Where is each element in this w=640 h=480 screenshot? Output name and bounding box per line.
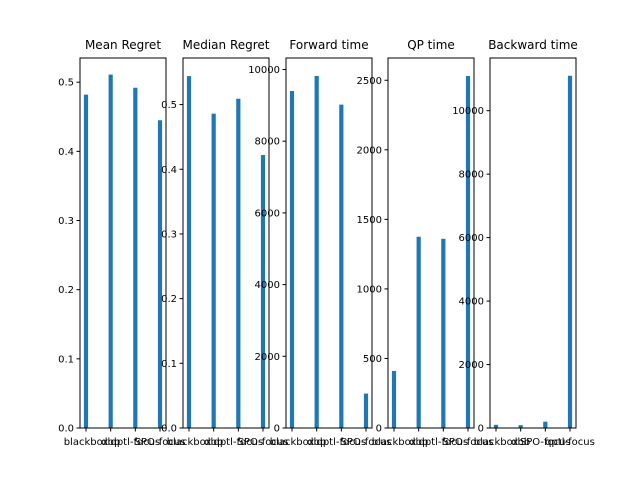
bar-dbb bbox=[108, 74, 113, 428]
y-tick-label: 0.4 bbox=[161, 165, 177, 176]
bar-blackbox bbox=[186, 76, 192, 429]
bar-SPO-focus bbox=[363, 393, 369, 428]
subplot-grid: 0.00.10.20.30.40.5blackboxdbbqptl-focusS… bbox=[58, 38, 595, 448]
y-tick-label: 2000 bbox=[357, 145, 382, 156]
y-tick-label: 0.5 bbox=[161, 100, 177, 111]
y-tick-label: 0.2 bbox=[161, 294, 177, 305]
x-tick-label: SPO-focus bbox=[341, 437, 392, 448]
y-tick-label: 0.5 bbox=[58, 78, 74, 89]
x-tick-label: dbb bbox=[101, 437, 120, 448]
y-tick-label: 0 bbox=[274, 424, 280, 435]
y-tick-label: 1000 bbox=[357, 284, 382, 295]
bar-blackbox bbox=[391, 370, 397, 428]
x-tick-label: blackbox bbox=[474, 437, 519, 448]
x-tick-label: blackbox bbox=[372, 437, 417, 448]
bar-qptl-focus bbox=[236, 98, 241, 428]
x-tick-label: qptl-focus bbox=[110, 437, 160, 448]
y-tick-label: 0.0 bbox=[161, 424, 177, 435]
y-tick-label: 2000 bbox=[459, 360, 484, 371]
x-tick-label: dbb bbox=[511, 437, 530, 448]
subplot-1: 0.0 0.1 0.2 0.3 0.4 0.5 blackboxdbbqptl-focusS… bbox=[58, 38, 185, 448]
y-tick-label: 10000 bbox=[452, 106, 484, 117]
axes-frame bbox=[285, 57, 373, 429]
x-tick-label: SPO-focus bbox=[238, 437, 289, 448]
subplot-title: Backward time bbox=[488, 38, 578, 52]
subplot-5: 0 2000 4000 6000 8000 10000 blackboxdbbSPO-foc… bbox=[452, 38, 595, 448]
x-tick-label: qptl-focus bbox=[213, 437, 263, 448]
bar-SPO-focus bbox=[157, 120, 163, 429]
subplot-title: Median Regret bbox=[182, 38, 269, 52]
x-tick-label: qptl-focus bbox=[418, 437, 468, 448]
x-tick-label: blackbox bbox=[270, 437, 315, 448]
bar-blackbox bbox=[83, 94, 89, 429]
subplot-2: 0.0 0.1 0.2 0.3 0.4 0.5 blackboxdbbqptl-focusS… bbox=[161, 38, 288, 448]
bar-qptl-focus bbox=[441, 238, 446, 428]
y-tick-label: 1500 bbox=[357, 215, 382, 226]
bar-SPO-focus bbox=[465, 76, 471, 428]
y-tick-label: 0.2 bbox=[58, 285, 74, 296]
y-tick-label: 8000 bbox=[459, 170, 484, 181]
y-tick-label: 0 bbox=[478, 424, 484, 435]
bar-dbb bbox=[211, 113, 216, 428]
subplot-title: Mean Regret bbox=[85, 38, 161, 52]
x-tick-label: blackbox bbox=[64, 437, 109, 448]
x-tick-label: qptl-focus bbox=[316, 437, 366, 448]
y-tick-label: 2500 bbox=[357, 76, 382, 87]
axes-frame bbox=[387, 57, 475, 429]
y-tick-label: 4000 bbox=[459, 297, 484, 308]
y-tick-label: 0.1 bbox=[161, 359, 177, 370]
axes-frame bbox=[489, 57, 577, 429]
axes-frame bbox=[79, 57, 167, 429]
y-tick-label: 0.0 bbox=[58, 424, 74, 435]
bar-SPO-focus bbox=[567, 75, 573, 429]
y-tick-label: 500 bbox=[363, 354, 382, 365]
bar-dbb bbox=[314, 75, 319, 429]
subplot-title: Forward time bbox=[289, 38, 368, 52]
x-tick-label: SPO-focus bbox=[135, 437, 186, 448]
bar-dbb bbox=[416, 236, 421, 428]
y-tick-label: 2000 bbox=[255, 352, 280, 363]
y-tick-label: 10000 bbox=[248, 65, 280, 76]
bar-qptl-focus bbox=[543, 421, 548, 428]
y-tick-label: 0 bbox=[376, 424, 382, 435]
y-tick-label: 6000 bbox=[255, 208, 280, 219]
x-tick-label: qptl-focus bbox=[545, 437, 595, 448]
subplot-title: QP time bbox=[407, 38, 455, 52]
y-tick-label: 6000 bbox=[459, 233, 484, 244]
bar-dbb bbox=[518, 425, 523, 428]
x-tick-label: dbb bbox=[307, 437, 326, 448]
bar-blackbox bbox=[289, 90, 295, 428]
x-tick-label: dbb bbox=[409, 437, 428, 448]
bar-qptl-focus bbox=[133, 87, 138, 429]
x-tick-label: dbb bbox=[204, 437, 223, 448]
y-tick-label: 0.3 bbox=[58, 216, 74, 227]
x-tick-label: SPO-focus bbox=[443, 437, 494, 448]
bar-qptl-focus bbox=[339, 104, 344, 429]
subplot-3: 0200040006000800010000blackboxdbbqptl-fo… bbox=[248, 38, 391, 448]
y-tick-label: 0.3 bbox=[161, 229, 177, 240]
y-tick-label: 4000 bbox=[255, 280, 280, 291]
y-tick-label: 0.1 bbox=[58, 354, 74, 365]
bar-SPO-focus bbox=[260, 155, 266, 428]
subplot-4: 0 500 1000 1500 2000 2500 blackboxdbbqptl-focu… bbox=[357, 38, 494, 448]
y-tick-label: 0.4 bbox=[58, 147, 74, 158]
bar-blackbox bbox=[493, 424, 499, 428]
axes-frame bbox=[182, 57, 270, 429]
x-tick-label: blackbox bbox=[167, 437, 212, 448]
y-tick-label: 8000 bbox=[255, 137, 280, 148]
x-tick-label: SPO-focus bbox=[520, 437, 571, 448]
